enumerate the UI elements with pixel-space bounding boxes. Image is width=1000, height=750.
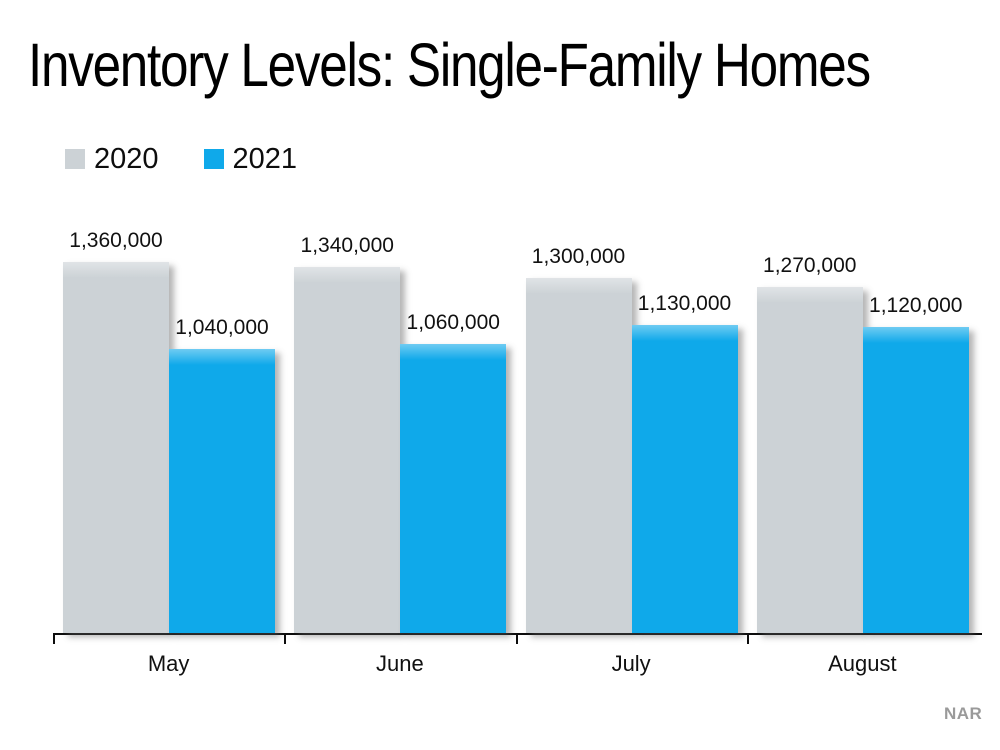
legend-swatch-2020 (65, 149, 85, 169)
value-label-2021-may: 1,040,000 (175, 316, 269, 339)
value-label-2021-august: 1,120,000 (869, 294, 963, 317)
x-axis-label-august: August (828, 651, 897, 676)
value-label-2020-august: 1,270,000 (763, 254, 857, 277)
legend-item-2021: 2021 (203, 142, 298, 175)
value-label-2021-july: 1,130,000 (637, 292, 732, 315)
x-axis-tick-may (53, 635, 55, 644)
bar-2020-may (63, 262, 169, 633)
value-label-2021-june: 1,060,000 (406, 311, 500, 334)
bar-2020-july (525, 278, 632, 633)
bar-2021-may (169, 349, 275, 633)
bar-2021-august (862, 327, 969, 633)
legend: 2020 2021 (65, 144, 297, 174)
legend-label-2021: 2021 (232, 142, 298, 175)
legend-label-2020: 2020 (94, 142, 159, 175)
value-label-2020-may: 1,360,000 (69, 229, 163, 252)
chart-title: Inventory Levels: Single-Family Homes (28, 31, 871, 99)
x-axis-label-may: May (147, 651, 190, 676)
x-axis-tick-july (515, 635, 518, 644)
x-axis-label-july: July (611, 651, 651, 676)
bar-2021-july (631, 325, 738, 633)
legend-item-2020: 2020 (65, 142, 159, 175)
x-axis-label-june: June (376, 651, 424, 676)
bar-2020-june (294, 267, 401, 633)
legend-swatch-2021 (203, 149, 224, 169)
bar-2021-june (400, 344, 507, 633)
bar-2020-august (756, 287, 863, 633)
x-axis-tick-august (746, 635, 749, 644)
value-label-2020-july: 1,300,000 (531, 245, 626, 268)
source-credit: NAR (944, 704, 983, 723)
x-axis-tick-june (284, 635, 287, 644)
x-axis-line (53, 633, 982, 635)
value-label-2020-june: 1,340,000 (300, 234, 394, 257)
